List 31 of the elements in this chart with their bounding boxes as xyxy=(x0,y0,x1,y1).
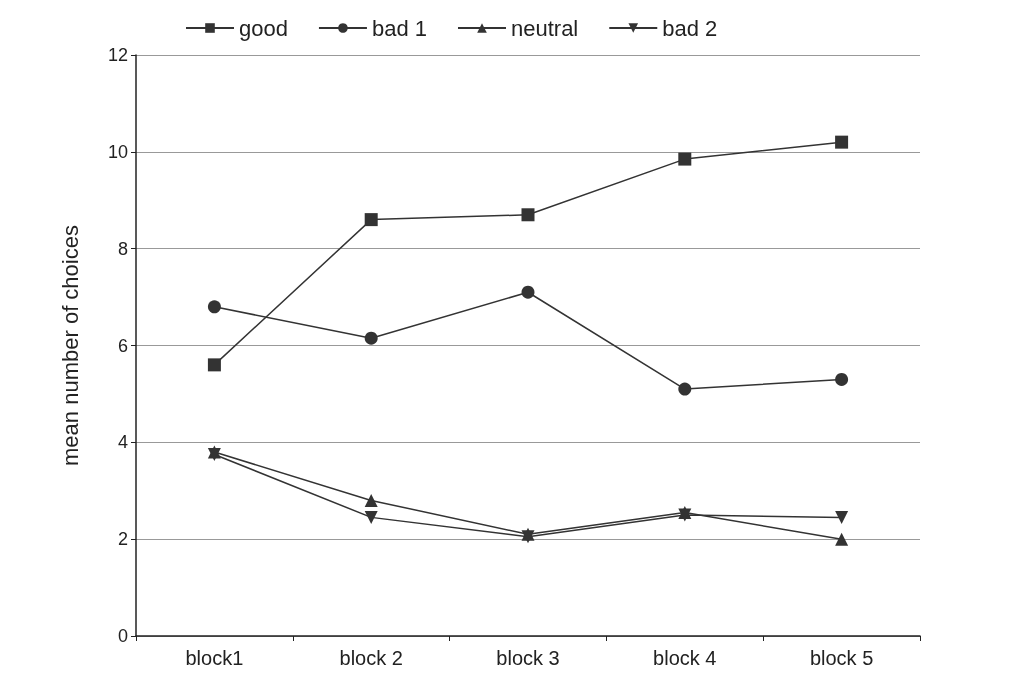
point xyxy=(835,372,849,386)
point xyxy=(835,135,849,149)
point xyxy=(364,331,378,345)
legend-label: good xyxy=(239,15,288,41)
y-tick-label: 4 xyxy=(117,432,128,453)
point xyxy=(364,510,378,524)
x-tick-label: block 5 xyxy=(809,647,874,669)
point xyxy=(678,382,692,396)
y-tick-label: 2 xyxy=(117,529,128,550)
point xyxy=(364,213,378,227)
y-tick-label: 10 xyxy=(107,141,128,162)
point xyxy=(835,532,849,546)
point xyxy=(521,285,535,299)
legend-label: bad 2 xyxy=(662,15,718,41)
y-tick-label: 8 xyxy=(117,238,128,259)
legend-label: neutral xyxy=(511,15,579,41)
x-tick-label: block 2 xyxy=(339,647,403,669)
y-axis-title: mean number of choices xyxy=(57,225,83,466)
point xyxy=(207,300,221,314)
x-tick-label: block 4 xyxy=(653,647,717,669)
point xyxy=(835,510,849,524)
x-tick-label: block 3 xyxy=(496,647,560,669)
x-tick-label: block1 xyxy=(185,647,244,669)
point xyxy=(364,493,378,507)
point xyxy=(678,152,692,166)
y-tick-label: 6 xyxy=(117,335,128,356)
y-tick-label: 12 xyxy=(107,45,128,65)
point xyxy=(521,208,535,222)
point xyxy=(207,358,221,372)
legend-label: bad 1 xyxy=(371,15,427,41)
y-tick-label: 0 xyxy=(117,626,128,646)
